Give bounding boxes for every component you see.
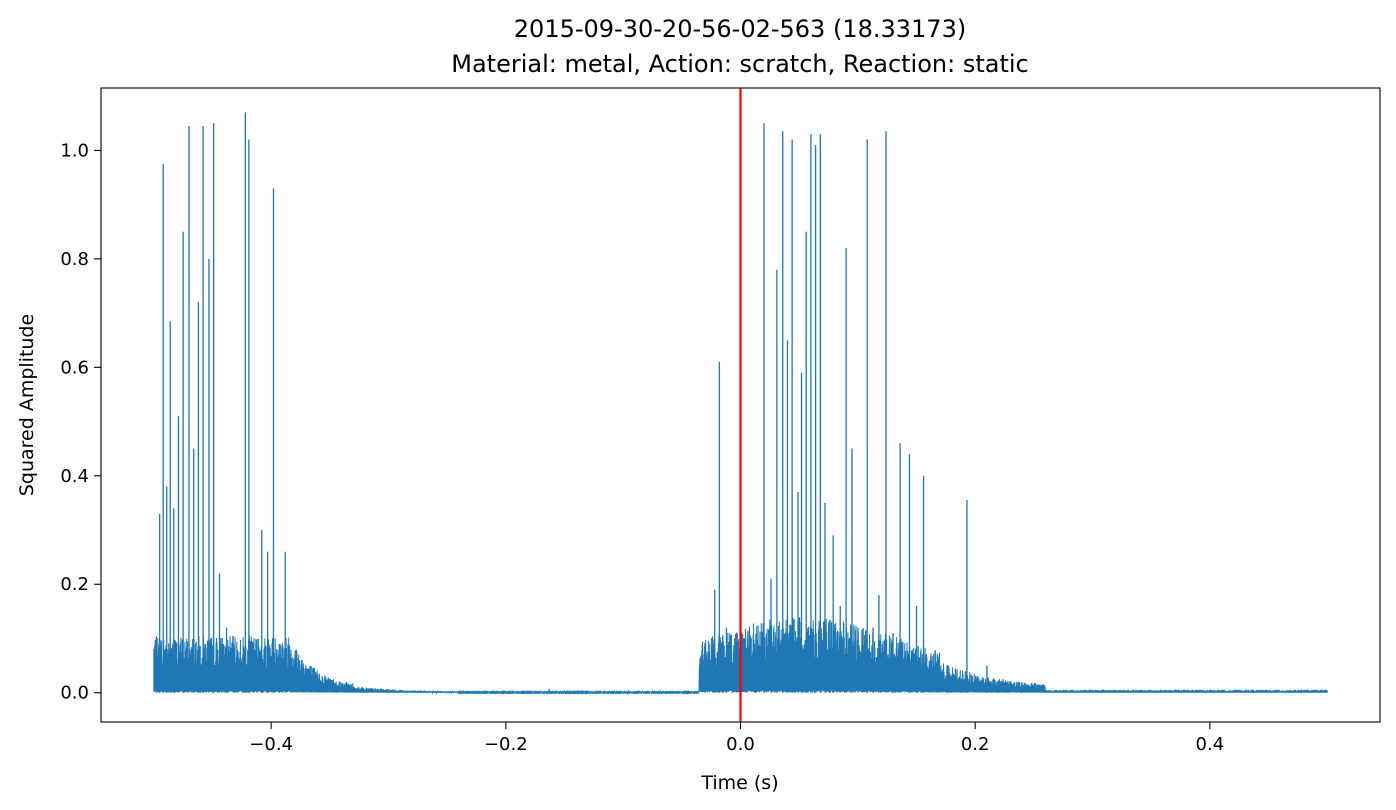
x-tick-label: 0.2 [961,734,990,755]
y-tick-label: 0.0 [60,683,89,704]
x-tick-label: −0.2 [484,734,528,755]
x-axis-label: Time (s) [700,772,778,794]
x-tick-label: 0.0 [726,734,755,755]
y-tick-label: 0.8 [60,249,89,270]
y-tick-label: 1.0 [60,140,89,161]
chart-title: 2015-09-30-20-56-02-563 (18.33173) [514,15,966,43]
y-tick-label: 0.4 [60,466,89,487]
y-tick-label: 0.6 [60,357,89,378]
x-tick-label: −0.4 [249,734,293,755]
chart-subtitle: Material: metal, Action: scratch, Reacti… [451,50,1028,78]
x-tick-label: 0.4 [1196,734,1225,755]
y-tick-label: 0.2 [60,574,89,595]
plot-area: −0.4 −0.2 0.0 0.2 0.4 0.0 0.2 0.4 0.6 0.8 1.0 [60,87,1381,755]
y-axis-label: Squared Amplitude [16,314,38,496]
